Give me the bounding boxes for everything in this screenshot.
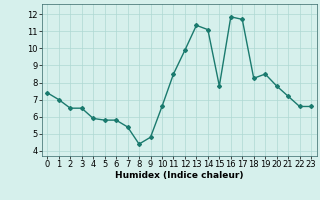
X-axis label: Humidex (Indice chaleur): Humidex (Indice chaleur) (115, 171, 244, 180)
